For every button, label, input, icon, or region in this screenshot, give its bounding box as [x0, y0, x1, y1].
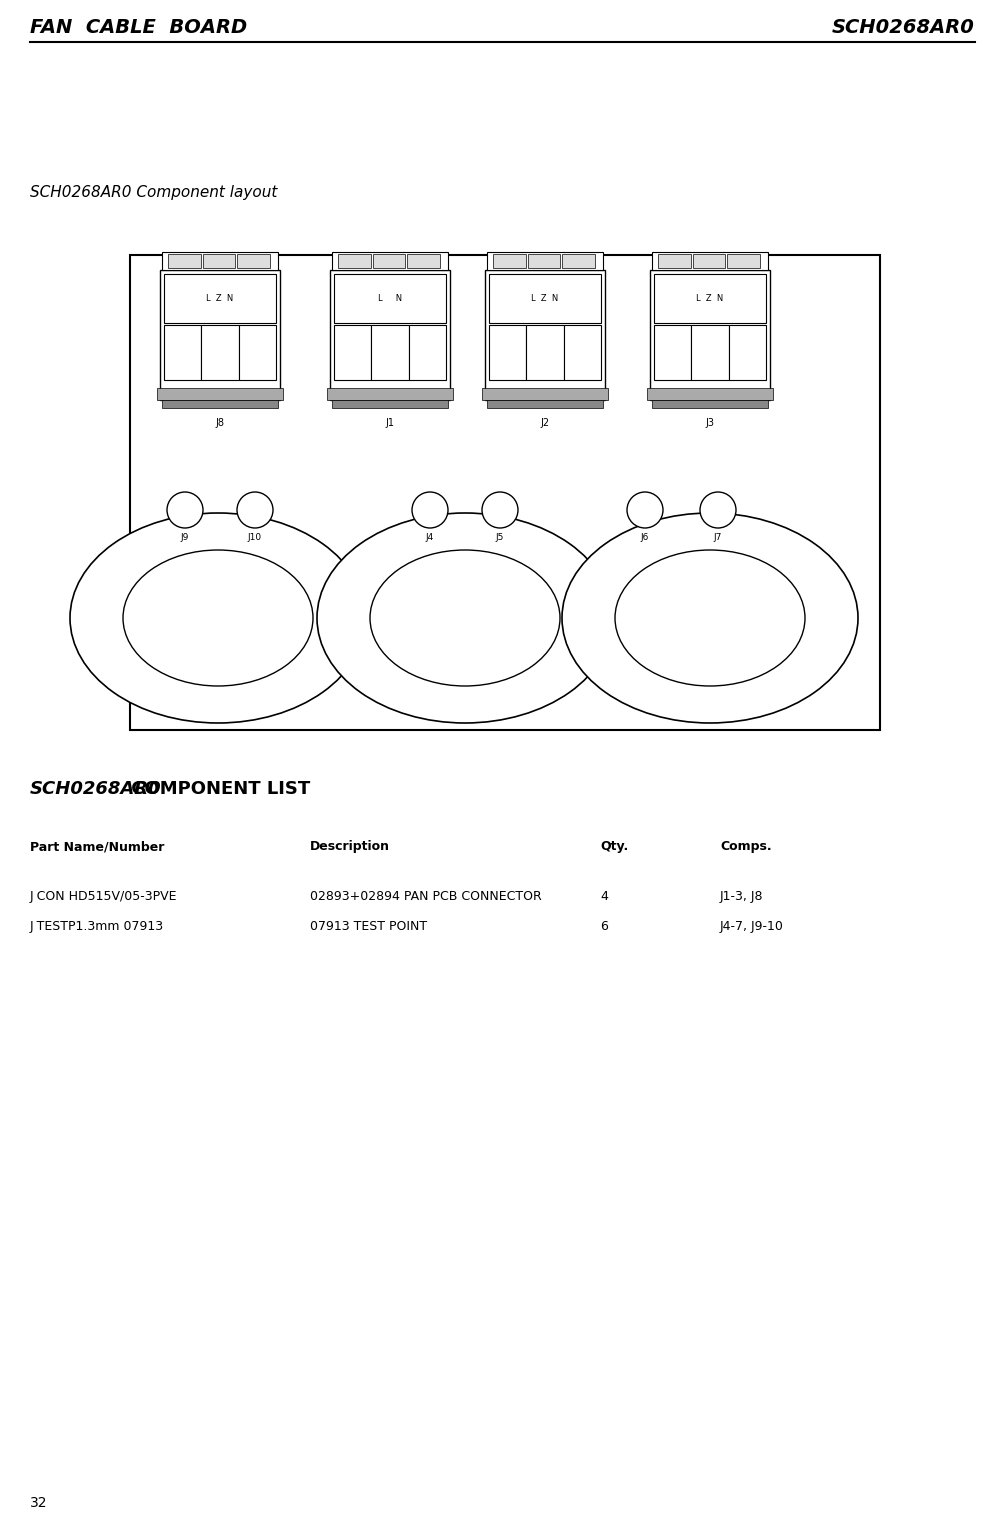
Text: J1-3, J8: J1-3, J8	[720, 890, 764, 903]
Bar	[729, 326, 766, 380]
Bar	[157, 387, 283, 400]
Bar	[528, 254, 561, 268]
Text: SCH0268AR0: SCH0268AR0	[832, 18, 975, 37]
Text: J9: J9	[181, 533, 189, 542]
Text: L     N: L N	[378, 294, 402, 303]
Bar	[332, 400, 448, 407]
Ellipse shape	[562, 513, 858, 723]
Text: COMPONENT LIST: COMPONENT LIST	[125, 779, 311, 798]
Bar	[162, 400, 278, 407]
Bar	[238, 326, 276, 380]
Text: J6: J6	[641, 533, 649, 542]
Bar	[409, 326, 446, 380]
Bar	[327, 387, 453, 400]
Bar	[334, 326, 371, 380]
Text: J1: J1	[386, 418, 395, 429]
Bar	[330, 269, 450, 400]
Text: J5: J5	[495, 533, 505, 542]
Text: J4: J4	[426, 533, 434, 542]
Ellipse shape	[615, 550, 805, 686]
Bar	[654, 326, 691, 380]
Text: Comps.: Comps.	[720, 841, 772, 853]
Bar	[332, 253, 448, 269]
Text: L  Z  N: L Z N	[532, 294, 559, 303]
Bar	[489, 274, 601, 323]
Bar	[338, 254, 371, 268]
Bar	[160, 269, 280, 400]
Text: SCH0268AR0: SCH0268AR0	[30, 779, 162, 798]
Bar	[164, 326, 201, 380]
Bar	[652, 253, 768, 269]
Text: FAN  CABLE  BOARD: FAN CABLE BOARD	[30, 18, 247, 37]
Bar	[658, 254, 690, 268]
Bar	[203, 254, 235, 268]
Ellipse shape	[167, 491, 203, 528]
Text: J7: J7	[714, 533, 723, 542]
Text: SCH0268AR0 Component layout: SCH0268AR0 Component layout	[30, 185, 277, 201]
Text: Description: Description	[310, 841, 390, 853]
Bar	[485, 269, 605, 400]
Text: 6: 6	[600, 920, 608, 932]
Bar	[487, 400, 603, 407]
Text: J TESTP1.3mm 07913: J TESTP1.3mm 07913	[30, 920, 164, 932]
Bar	[647, 387, 773, 400]
Bar	[728, 254, 760, 268]
Bar	[168, 254, 201, 268]
Ellipse shape	[370, 550, 560, 686]
Text: J3: J3	[706, 418, 715, 429]
Text: J4-7, J9-10: J4-7, J9-10	[720, 920, 784, 932]
Ellipse shape	[482, 491, 518, 528]
Text: L  Z  N: L Z N	[696, 294, 724, 303]
Bar	[162, 253, 278, 269]
Bar	[373, 254, 405, 268]
Ellipse shape	[317, 513, 613, 723]
Text: 4: 4	[600, 890, 608, 903]
Bar	[563, 254, 595, 268]
Bar	[527, 326, 564, 380]
Ellipse shape	[237, 491, 273, 528]
Bar	[650, 269, 770, 400]
Bar	[652, 400, 768, 407]
Bar	[493, 254, 526, 268]
Bar	[407, 254, 440, 268]
Text: 32: 32	[30, 1496, 47, 1510]
Bar	[487, 253, 603, 269]
Bar	[334, 274, 446, 323]
Text: J2: J2	[541, 418, 550, 429]
Bar	[654, 274, 766, 323]
Bar	[692, 254, 726, 268]
Bar	[237, 254, 270, 268]
Text: 07913 TEST POINT: 07913 TEST POINT	[310, 920, 427, 932]
Ellipse shape	[412, 491, 448, 528]
Ellipse shape	[70, 513, 366, 723]
Bar	[489, 326, 527, 380]
Text: Qty.: Qty.	[600, 841, 628, 853]
Text: J8: J8	[215, 418, 224, 429]
Ellipse shape	[700, 491, 736, 528]
Bar	[482, 387, 608, 400]
Bar	[201, 326, 238, 380]
Text: 02893+02894 PAN PCB CONNECTOR: 02893+02894 PAN PCB CONNECTOR	[310, 890, 542, 903]
Bar	[691, 326, 729, 380]
Bar	[564, 326, 601, 380]
Text: J10: J10	[248, 533, 262, 542]
Bar	[164, 274, 276, 323]
Bar	[130, 256, 880, 730]
Text: Part Name/Number: Part Name/Number	[30, 841, 165, 853]
Ellipse shape	[627, 491, 663, 528]
Ellipse shape	[123, 550, 313, 686]
Bar	[371, 326, 409, 380]
Text: L  Z  N: L Z N	[206, 294, 233, 303]
Text: J CON HD515V/05-3PVE: J CON HD515V/05-3PVE	[30, 890, 178, 903]
